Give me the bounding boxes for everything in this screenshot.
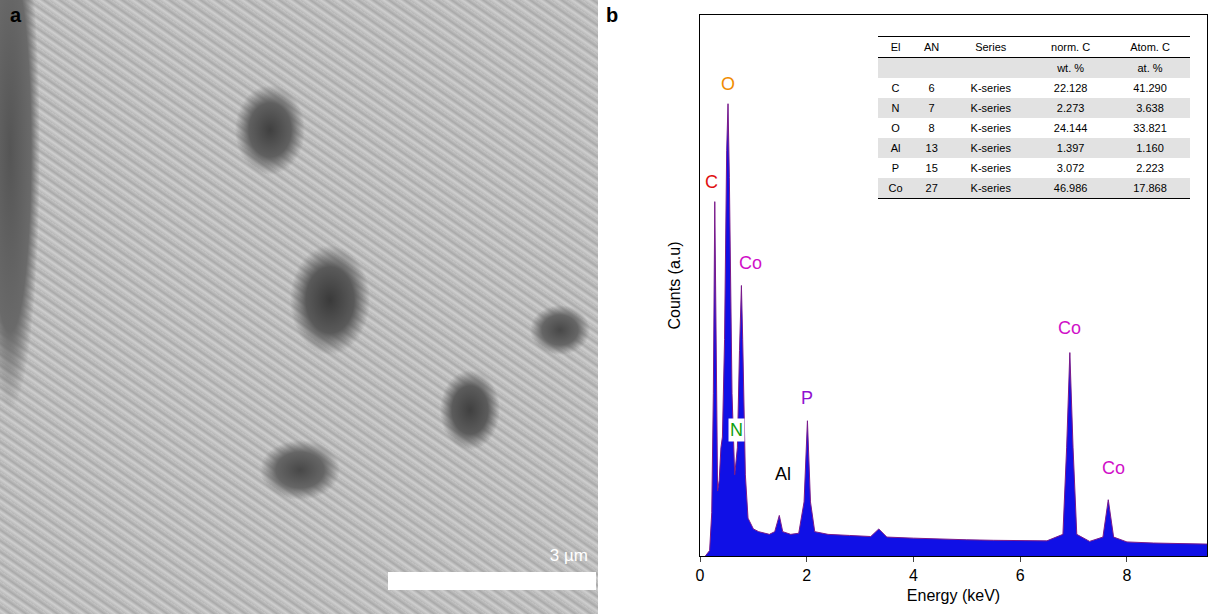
- html-text:K-series: K-series: [970, 162, 1011, 174]
- svg-text:2: 2: [802, 567, 811, 584]
- html-text:2.273: 2.273: [1056, 102, 1085, 114]
- html-text:K-series: K-series: [970, 102, 1011, 114]
- svg-text:4: 4: [909, 567, 918, 584]
- svg-text:Counts (a.u): Counts (a.u): [666, 241, 683, 329]
- svg-text:Co: Co: [739, 253, 762, 273]
- svg-text:6: 6: [1016, 567, 1025, 584]
- html-text:C: C: [891, 82, 900, 94]
- html-text:P: P: [891, 162, 900, 174]
- svg-text:O: O: [721, 74, 735, 94]
- svg-text:Energy (keV): Energy (keV): [907, 587, 1000, 604]
- html-text:N: N: [891, 102, 900, 114]
- html-text:a: a: [10, 4, 22, 26]
- html-text:AN: AN: [924, 41, 940, 53]
- html-text:1.160: 1.160: [1136, 142, 1164, 154]
- html-text:Co: Co: [888, 182, 903, 194]
- html-text:24.144: 24.144: [1053, 122, 1088, 134]
- svg-text:P: P: [801, 388, 813, 408]
- html-text:norm. C: norm. C: [1051, 41, 1091, 53]
- html-text:2.223: 2.223: [1136, 162, 1164, 174]
- html-text:Series: Series: [975, 41, 1007, 53]
- svg-text:N: N: [730, 420, 743, 440]
- html-text:at. %: at. %: [1137, 62, 1163, 74]
- html-text:3.072: 3.072: [1056, 162, 1085, 174]
- html-text:wt. %: wt. %: [1057, 62, 1085, 74]
- html-text:13: 13: [925, 142, 938, 154]
- html-text:22.128: 22.128: [1053, 82, 1088, 94]
- html-text:Al: Al: [890, 142, 901, 154]
- html-text:8: 8: [928, 122, 935, 134]
- html-text:K-series: K-series: [970, 122, 1011, 134]
- html-text:b: b: [606, 4, 619, 26]
- html-text:7: 7: [928, 102, 935, 114]
- html-text:41.290: 41.290: [1133, 82, 1167, 94]
- html-text:33.821: 33.821: [1133, 122, 1167, 134]
- html-text:46.986: 46.986: [1053, 182, 1088, 194]
- html-text:17.868: 17.868: [1133, 182, 1167, 194]
- html-text:27: 27: [925, 182, 938, 194]
- svg-text:Al: Al: [775, 464, 791, 484]
- html-text:3.638: 3.638: [1136, 102, 1164, 114]
- svg-text:8: 8: [1122, 567, 1131, 584]
- html-text:O: O: [891, 122, 900, 134]
- html-text:K-series: K-series: [970, 142, 1011, 154]
- html-text:6: 6: [928, 82, 935, 94]
- html-text:15: 15: [925, 162, 938, 174]
- html-text:K-series: K-series: [970, 182, 1011, 194]
- html-text:El: El: [890, 41, 901, 53]
- html-text:Atom. C: Atom. C: [1130, 41, 1170, 53]
- svg-text:Co: Co: [1058, 318, 1081, 338]
- html-text:3 µm: 3 µm: [549, 546, 588, 565]
- html-text:1.397: 1.397: [1056, 142, 1085, 154]
- html-text:K-series: K-series: [970, 82, 1011, 94]
- svg-text:0: 0: [696, 567, 705, 584]
- svg-text:Co: Co: [1102, 458, 1125, 478]
- svg-text:C: C: [705, 172, 718, 192]
